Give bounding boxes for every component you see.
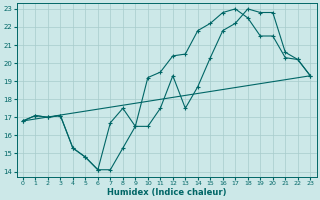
X-axis label: Humidex (Indice chaleur): Humidex (Indice chaleur) — [107, 188, 226, 197]
